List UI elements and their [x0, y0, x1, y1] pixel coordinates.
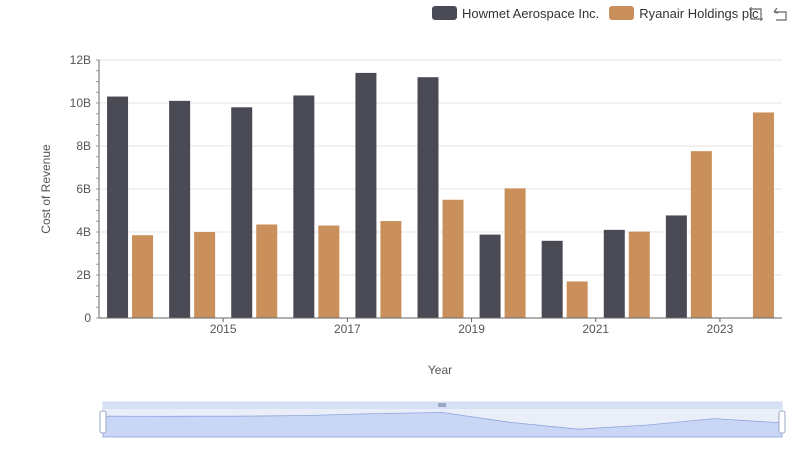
bar-howmet-2020[interactable]: [479, 234, 501, 318]
axes: 0 2B 4B 6B 8B 10B 12B 2015 2017 2019 2021 2023: [70, 53, 782, 336]
y-tick-label: 8B: [76, 139, 91, 153]
datazoom-slider[interactable]: [99, 401, 786, 438]
bar-ryanair-2022[interactable]: [628, 231, 650, 318]
bar-ryanair-2014[interactable]: [132, 235, 154, 318]
y-tick-label: 12B: [70, 53, 91, 67]
y-axis-title: Cost of Revenue: [39, 144, 53, 234]
bar-ryanair-2018[interactable]: [380, 221, 402, 318]
bar-howmet-2018[interactable]: [355, 72, 377, 319]
bar-howmet-2019[interactable]: [417, 77, 439, 318]
bar-howmet-2023[interactable]: [665, 215, 687, 318]
y-tick-label: 4B: [76, 225, 91, 239]
bar-howmet-2016[interactable]: [231, 107, 253, 318]
bars: [107, 72, 774, 319]
x-axis-title: Year: [428, 363, 452, 377]
y-tick-label: 10B: [70, 96, 91, 110]
legend-swatch-howmet: [432, 6, 457, 20]
x-tick-label: 2019: [458, 322, 485, 336]
x-tick-label: 2021: [582, 322, 609, 336]
x-tick-label: 2015: [210, 322, 237, 336]
x-tick-label: 2023: [707, 322, 734, 336]
datazoom-right-handle[interactable]: [778, 410, 786, 434]
restore-icon[interactable]: [772, 6, 788, 22]
bar-ryanair-2016[interactable]: [256, 224, 278, 318]
datazoom-preview-area: [102, 412, 783, 438]
bar-howmet-2015[interactable]: [169, 100, 191, 318]
y-tick-label: 2B: [76, 268, 91, 282]
bar-ryanair-2017[interactable]: [318, 225, 340, 318]
bar-ryanair-2015[interactable]: [194, 232, 216, 318]
legend-label-ryanair: Ryanair Holdings plc: [639, 5, 759, 21]
x-tick-label: 2017: [334, 322, 361, 336]
bar-ryanair-2019[interactable]: [442, 199, 464, 318]
legend-item-howmet[interactable]: Howmet Aerospace Inc.: [432, 6, 599, 21]
bar-ryanair-2020[interactable]: [504, 188, 526, 318]
bar-ryanair-2024[interactable]: [752, 112, 774, 319]
chart-toolbox: [748, 6, 788, 22]
legend-swatch-ryanair: [609, 6, 635, 20]
bar-ryanair-2021[interactable]: [566, 281, 588, 318]
y-tick-label: 6B: [76, 182, 91, 196]
bar-howmet-2022[interactable]: [603, 229, 625, 318]
zoom-icon[interactable]: [748, 6, 764, 22]
legend-label-howmet: Howmet Aerospace Inc.: [462, 5, 600, 21]
bar-howmet-2017[interactable]: [293, 95, 315, 318]
datazoom-drag-grip[interactable]: [438, 403, 446, 407]
bar-howmet-2021[interactable]: [541, 240, 563, 318]
chart-legend: Howmet Aerospace Inc. Ryanair Holdings p…: [432, 4, 769, 22]
bar-ryanair-2023[interactable]: [690, 151, 712, 318]
y-tick-label: 0: [84, 311, 91, 325]
legend-item-ryanair[interactable]: Ryanair Holdings plc: [609, 5, 759, 21]
datazoom-left-handle[interactable]: [99, 410, 107, 434]
bar-howmet-2014[interactable]: [107, 96, 129, 318]
